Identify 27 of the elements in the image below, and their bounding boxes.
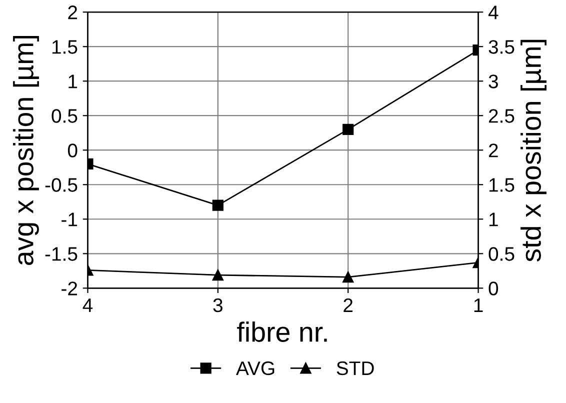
y-tick-label: -1: [62, 212, 78, 226]
y2-tick-label: 3.5: [488, 40, 514, 54]
y-tick-label: -2: [62, 282, 78, 296]
y-tick-label: 1: [68, 74, 78, 88]
y-tick-label: -0.5: [45, 178, 78, 192]
y-tick-label: 2: [68, 6, 78, 20]
x-tick-label: 1: [474, 298, 483, 312]
legend-label: STD: [336, 361, 374, 376]
x-tick-label: 4: [82, 298, 93, 312]
y2-tick-label: 4: [488, 6, 498, 20]
y-tick-label: 0.5: [52, 109, 78, 123]
y2-tick-label: 3: [488, 74, 498, 88]
legend-label: AVG: [236, 361, 274, 376]
y2-axis-title: std x position [µm]: [520, 40, 546, 262]
x-axis-title: fibre nr.: [237, 322, 327, 342]
x-tick-label: 3: [213, 298, 222, 312]
y2-tick-label: 2: [488, 144, 498, 158]
y2-tick-label: 1.5: [489, 178, 514, 192]
y2-tick-label: 1: [489, 212, 498, 226]
y-tick-label: 1.5: [52, 40, 78, 54]
y2-tick-label: 2.5: [488, 109, 514, 123]
y2-tick-label: 0.5: [488, 247, 514, 261]
y2-tick-label: 0: [488, 282, 498, 296]
y-tick-label: 0: [68, 144, 78, 158]
y-axis-title: avg x position [µm]: [13, 36, 39, 266]
x-tick-label: 2: [344, 298, 353, 312]
y-tick-label: -1.5: [45, 247, 78, 261]
